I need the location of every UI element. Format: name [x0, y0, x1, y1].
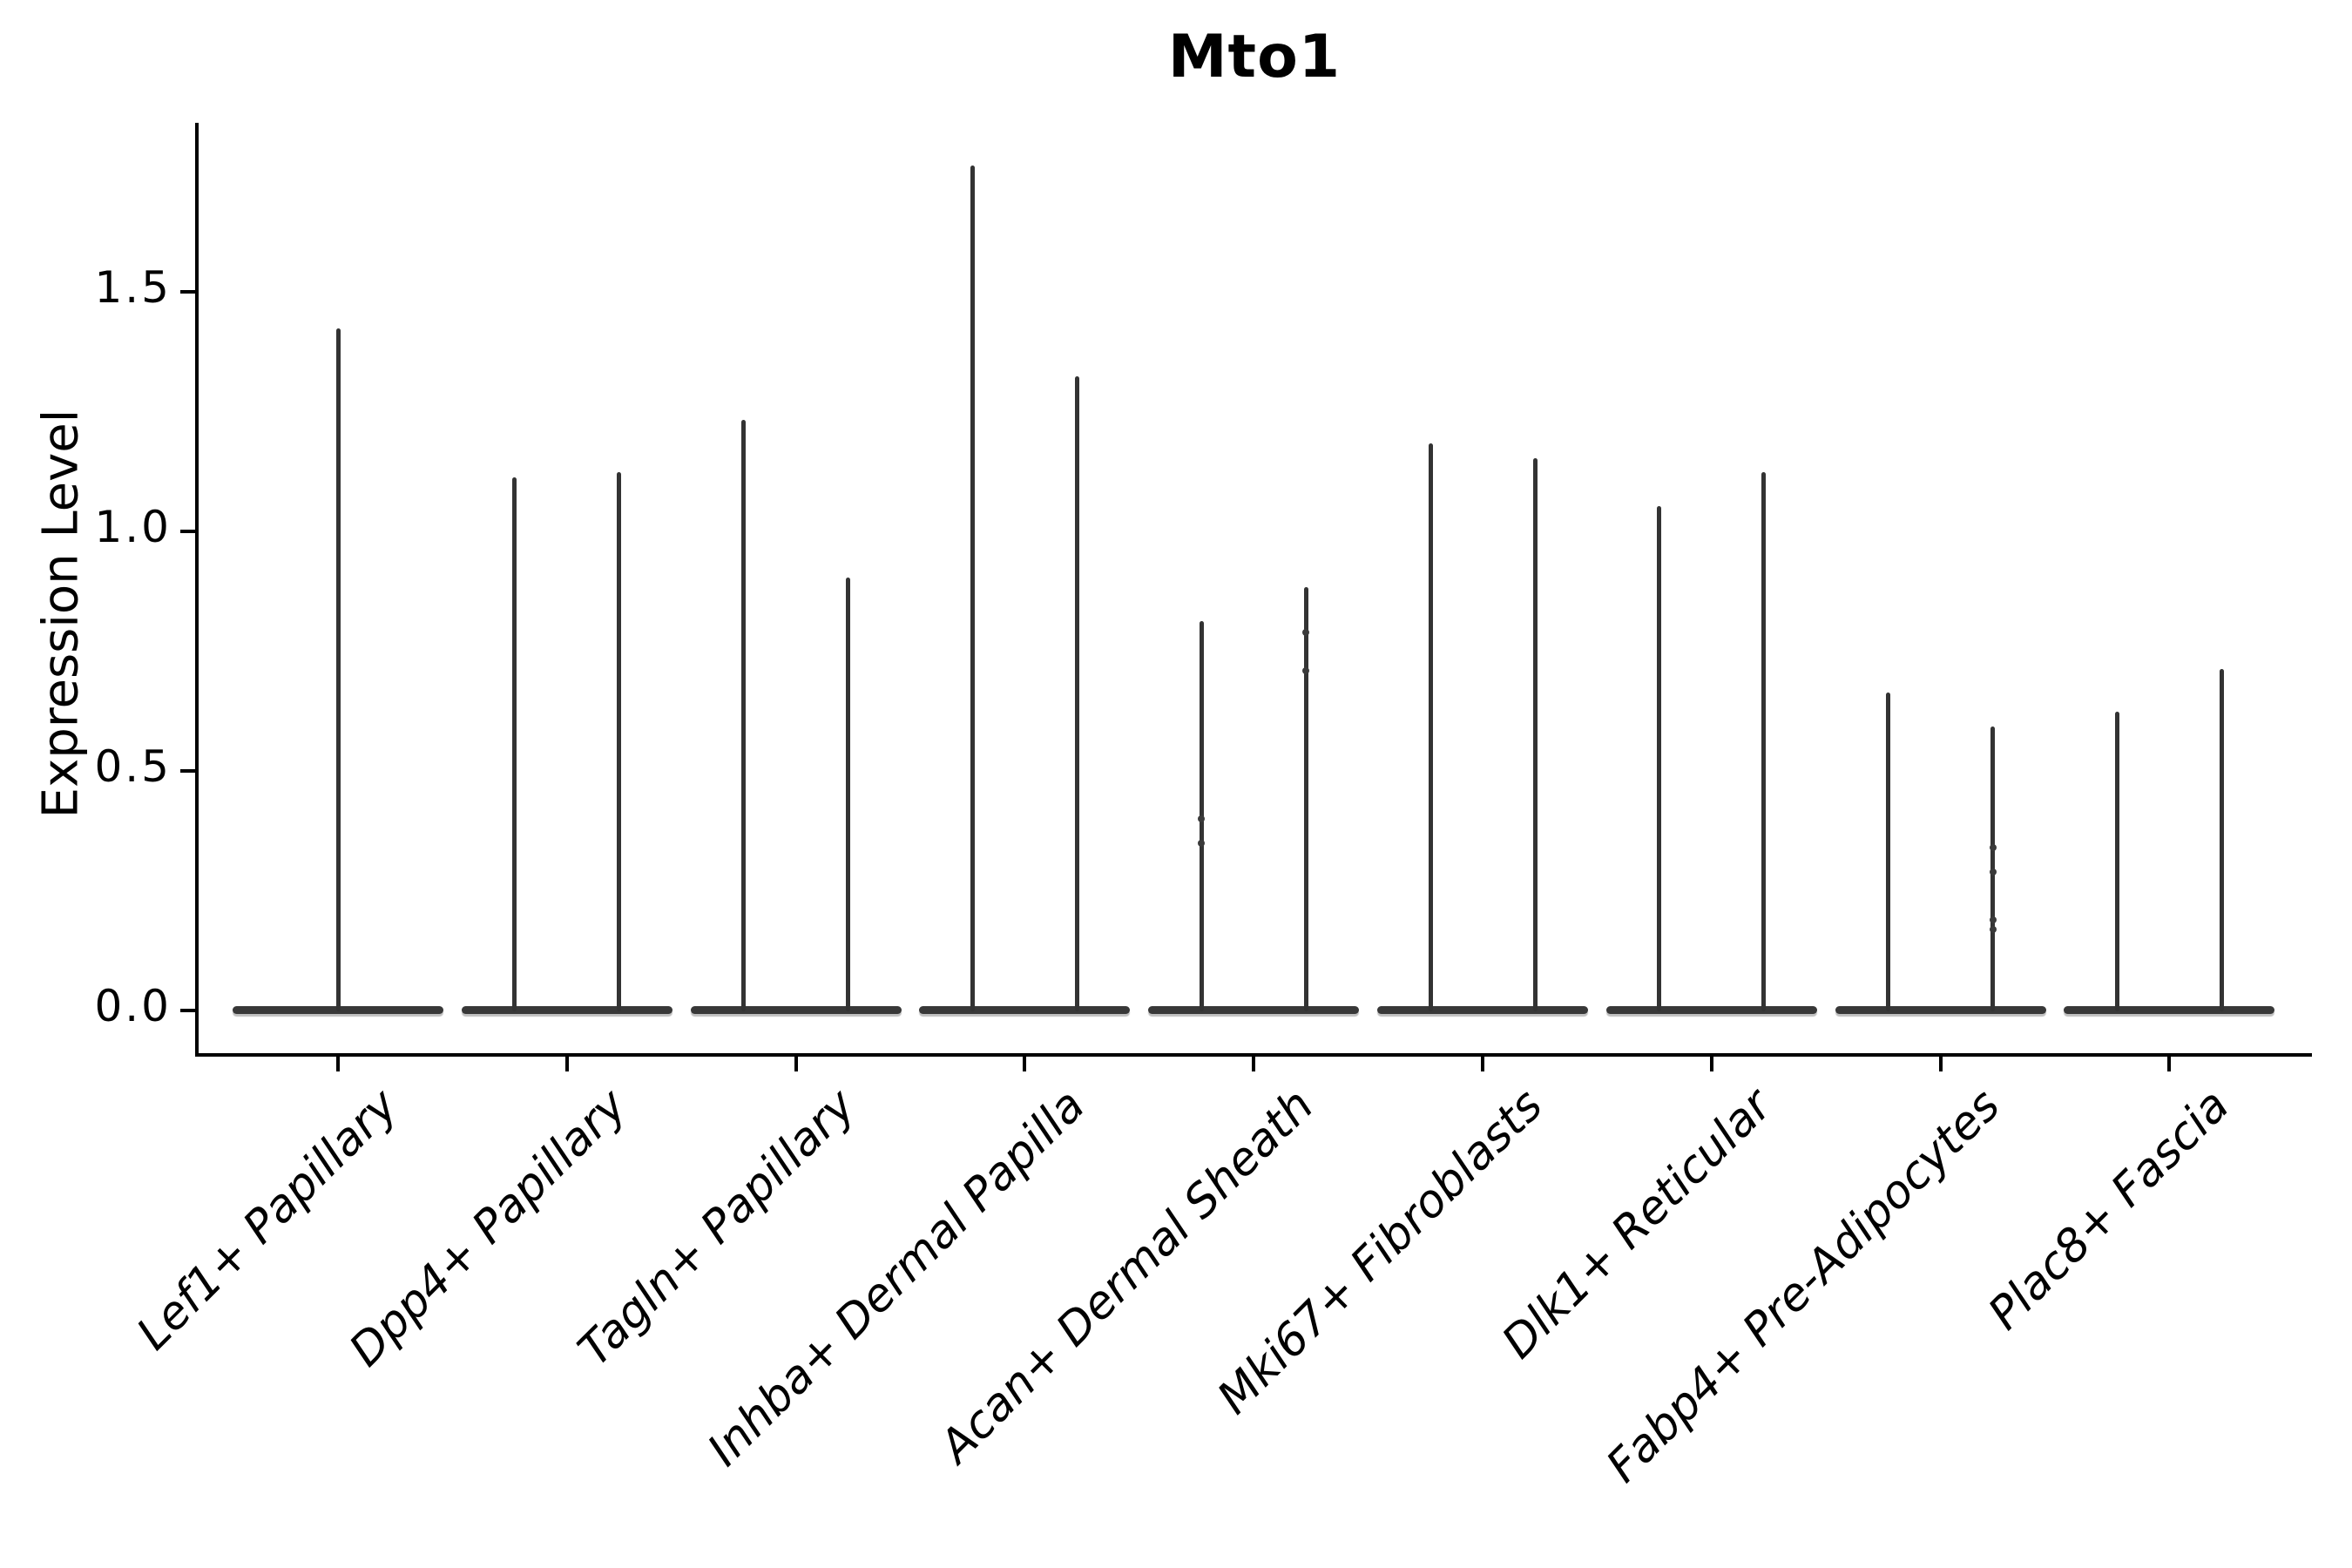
jitter-point: [1198, 839, 1206, 847]
y-tick-mark: [180, 290, 195, 294]
y-tick-label: 1.0: [94, 502, 172, 552]
violin-max-spike: [1532, 457, 1538, 1011]
violin-base-bar: [1605, 1006, 1817, 1014]
x-tick-mark: [1938, 1057, 1943, 1071]
x-tick-mark: [336, 1057, 340, 1071]
violin-max-spike: [970, 166, 975, 1011]
jitter-point: [1198, 815, 1206, 822]
violin-base-bar: [1835, 1006, 2046, 1014]
y-tick-label: 0.0: [94, 981, 172, 1031]
x-tick-mark: [1481, 1057, 1484, 1071]
y-tick-mark: [180, 769, 195, 773]
y-tick-label: 1.5: [94, 262, 172, 313]
violin-base-bar: [1377, 1006, 1588, 1014]
y-tick-mark: [180, 1009, 195, 1012]
jitter-point: [1989, 844, 1997, 851]
violin-base-bar: [461, 1006, 672, 1014]
violin-max-spike: [1074, 376, 1079, 1011]
y-tick-mark: [180, 530, 195, 533]
violin-max-spike: [1428, 443, 1433, 1011]
x-tick-mark: [1252, 1057, 1256, 1071]
violin-max-spike: [512, 476, 517, 1011]
x-tick-mark: [564, 1057, 569, 1071]
jitter-point: [1989, 916, 1997, 923]
violin-max-spike: [335, 328, 341, 1011]
y-axis-spine: [195, 123, 199, 1057]
violin-max-spike: [1657, 505, 1662, 1011]
violin-max-spike: [1761, 472, 1767, 1011]
x-tick-label: Inhba+ Dermal Papilla: [698, 1079, 1095, 1477]
jitter-point: [1989, 868, 1997, 875]
x-axis-spine: [195, 1053, 2312, 1057]
violin-max-spike: [2114, 712, 2119, 1011]
x-tick-label: Acan+ Dermal Sheath: [929, 1079, 1324, 1473]
y-tick-label: 0.5: [94, 741, 172, 792]
violin-max-spike: [2219, 668, 2224, 1011]
x-tick-label: Plac8+ Fascia: [1978, 1079, 2240, 1341]
x-tick-label: Fabp4+ Pre-Adipocytes: [1597, 1079, 2011, 1493]
chart-title: Mto1: [1167, 23, 1342, 91]
violin-base-bar: [919, 1006, 1131, 1014]
violin-base-bar: [690, 1006, 902, 1014]
x-tick-mark: [794, 1057, 798, 1071]
x-tick-mark: [1709, 1057, 1713, 1071]
violin-base-bar: [2064, 1006, 2275, 1014]
violin-max-spike: [1886, 693, 1891, 1011]
jitter-point: [1989, 925, 1997, 933]
violin-max-spike: [741, 419, 747, 1011]
x-tick-mark: [1023, 1057, 1027, 1071]
jitter-point: [1302, 666, 1310, 674]
violin-max-spike: [617, 472, 622, 1011]
jitter-point: [1302, 628, 1310, 636]
violin-base-bar: [1148, 1006, 1360, 1014]
violin-max-spike: [1303, 587, 1308, 1011]
x-tick-mark: [2167, 1057, 2172, 1071]
violin-max-spike: [846, 578, 851, 1011]
